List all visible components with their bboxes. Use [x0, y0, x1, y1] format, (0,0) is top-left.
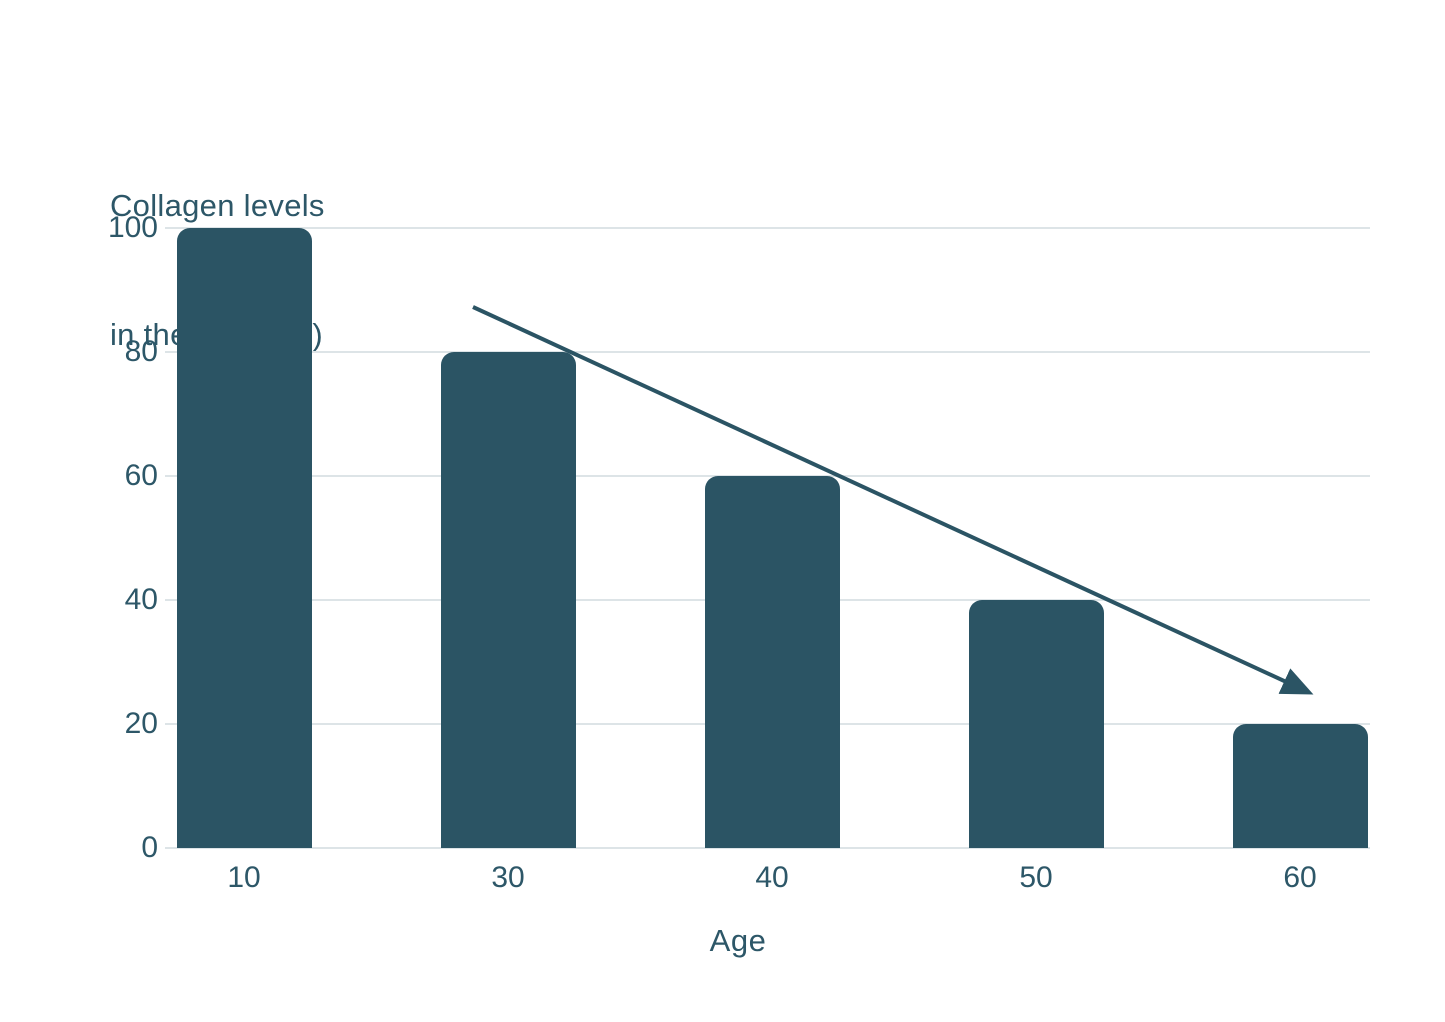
- chart-title-line1: Collagen levels: [110, 188, 325, 223]
- bar-age-30: [440, 352, 576, 848]
- xtick-label-60: 60: [1283, 861, 1317, 894]
- ytick-label-60: 60: [124, 459, 158, 492]
- xtick-label-50: 50: [1019, 861, 1053, 894]
- ytick-label-0: 0: [141, 831, 158, 864]
- bar-age-40: [704, 476, 840, 848]
- xtick-label-40: 40: [755, 861, 789, 894]
- bar-age-10: [176, 228, 312, 848]
- ytick-label-40: 40: [124, 583, 158, 616]
- ytick-label-20: 20: [124, 707, 158, 740]
- xtick-label-30: 30: [491, 861, 525, 894]
- xaxis-label: Age: [709, 923, 767, 958]
- bar-age-50: [968, 600, 1104, 848]
- trend-arrow-line: [472, 305, 1314, 695]
- ytick-label-80: 80: [124, 335, 158, 368]
- gridline-y80: [165, 351, 1370, 353]
- gridline-y0: [165, 847, 1370, 849]
- gridline-y100: [165, 227, 1370, 229]
- bar-age-60: [1232, 724, 1368, 848]
- xtick-label-10: 10: [227, 861, 261, 894]
- ytick-label-100: 100: [107, 211, 158, 244]
